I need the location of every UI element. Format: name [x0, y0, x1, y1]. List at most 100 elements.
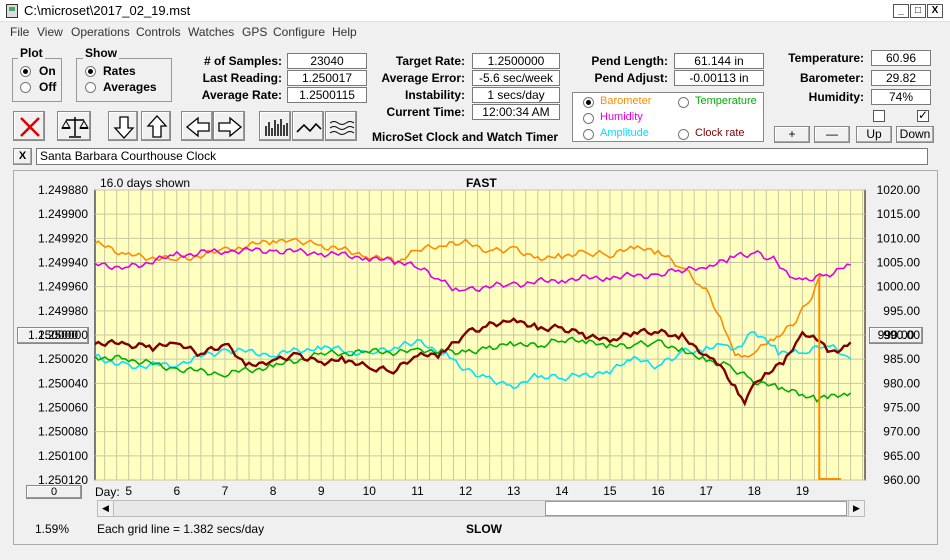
menu-controls[interactable]: Controls	[136, 25, 181, 39]
menu-view[interactable]: View	[37, 25, 63, 39]
left-tick-label: 1.250100	[38, 449, 88, 463]
right-tick-label: 980.00	[883, 376, 920, 390]
title-bar: C:\microset\2017_02_19.mst _ □ X	[0, 0, 950, 22]
x-tick-label: 8	[270, 484, 277, 498]
percent-label: 1.59%	[35, 522, 70, 536]
show-group	[76, 58, 172, 102]
show-averages-label: Averages	[103, 80, 157, 94]
clock-name-input[interactable]: Santa Barbara Courthouse Clock	[36, 148, 928, 165]
line-plot-icon	[296, 122, 322, 133]
balance-button[interactable]	[57, 111, 91, 141]
show-averages-radio[interactable]	[85, 82, 96, 93]
plot-on-label: On	[39, 64, 56, 78]
x-tick-label: 19	[796, 484, 810, 498]
series-clock-rate-radio[interactable]	[678, 129, 689, 140]
x-tick-label: 15	[603, 484, 617, 498]
series-line-barometer	[95, 237, 823, 358]
series-humidity-radio[interactable]	[583, 113, 594, 124]
average-rate-field: 1.2500115	[287, 87, 367, 103]
samples-label: # of Samples:	[203, 54, 282, 68]
series-amplitude-label: Amplitude	[600, 127, 649, 139]
left-tick-label: 1.249880	[38, 183, 88, 197]
temperature-label: Temperature:	[788, 51, 864, 65]
day-label: Day:	[95, 485, 120, 499]
left-tick-label: 1.249900	[38, 207, 88, 221]
line-plot-button[interactable]	[292, 111, 324, 141]
menu-file[interactable]: File	[10, 25, 30, 39]
wave-plot-icon	[329, 121, 355, 135]
series-amplitude-radio[interactable]	[583, 129, 594, 140]
series-barometer-radio[interactable]	[583, 97, 594, 108]
menu-help[interactable]: Help	[332, 25, 357, 39]
menu-watches[interactable]: Watches	[188, 25, 235, 39]
clear-clock-button[interactable]: X	[13, 148, 32, 165]
right-tick-label: 975.00	[883, 401, 920, 415]
maximize-button[interactable]: □	[910, 4, 926, 18]
arrow-down-icon	[113, 116, 135, 139]
balance-scale-icon	[61, 117, 89, 138]
close-window-button[interactable]: X	[927, 4, 943, 18]
scroll-right-icon[interactable]: ▶	[848, 500, 865, 517]
series-line-temperature	[95, 336, 852, 403]
menu-configure[interactable]: Configure	[273, 25, 326, 39]
current-time-field: 12:00:34 AM	[472, 104, 560, 120]
pend-length-label: Pend Length:	[591, 54, 668, 68]
left-tick-label: 1.249940	[38, 256, 88, 270]
option-checkbox-2[interactable]	[917, 108, 929, 122]
minimize-button[interactable]: _	[893, 4, 909, 18]
arrow-left-icon	[185, 116, 210, 138]
right-tick-label: 1005.00	[877, 256, 921, 270]
menu-operations[interactable]: Operations	[71, 25, 130, 39]
scroll-thumb[interactable]	[545, 501, 847, 516]
right-tick-label: 965.00	[883, 449, 920, 463]
arrow-right-button[interactable]	[213, 111, 245, 141]
arrow-left-button[interactable]	[181, 111, 213, 141]
series-line-humidity	[95, 246, 851, 293]
humidity-field: 74%	[871, 89, 931, 105]
plot-off-radio[interactable]	[20, 82, 31, 93]
series-humidity-label: Humidity	[600, 111, 643, 123]
x-tick-label: 10	[363, 484, 377, 498]
show-rates-radio[interactable]	[85, 66, 96, 77]
plus-button[interactable]: +	[774, 126, 810, 143]
histogram-button[interactable]	[259, 111, 291, 141]
temperature-field: 60.96	[871, 50, 931, 66]
option-checkbox-1[interactable]	[873, 110, 885, 122]
x-tick-label: 11	[411, 484, 424, 498]
up-button[interactable]: Up	[856, 126, 892, 143]
app-icon	[6, 4, 18, 18]
left-tick-label: 1.249960	[38, 280, 88, 294]
left-axis-center-button[interactable]: 1.250000	[17, 327, 89, 344]
arrow-down-button[interactable]	[108, 111, 138, 141]
right-axis-center-button[interactable]: 990.00	[869, 327, 923, 344]
down-button[interactable]: Down	[896, 126, 934, 143]
barometer-field: 29.82	[871, 70, 931, 86]
instability-field: 1 secs/day	[472, 87, 560, 103]
fast-label: FAST	[466, 176, 497, 190]
menu-gps[interactable]: GPS	[242, 25, 268, 39]
right-tick-label: 995.00	[883, 304, 920, 318]
left-tick-label: 1.250020	[38, 352, 88, 366]
series-temperature-radio[interactable]	[678, 97, 689, 108]
average-rate-label: Average Rate:	[201, 88, 282, 102]
plot-on-radio[interactable]	[20, 66, 31, 77]
right-tick-label: 1000.00	[877, 280, 921, 294]
last-reading-field: 1.250017	[287, 70, 367, 86]
pend-length-field: 61.144 in	[674, 53, 764, 69]
samples-field: 23040	[287, 53, 367, 69]
x-tick-label: 18	[748, 484, 762, 498]
left-axis-zero-button[interactable]: 0	[26, 485, 82, 499]
minus-button[interactable]: —	[814, 126, 850, 143]
wave-plot-button[interactable]	[325, 111, 357, 141]
x-tick-label: 7	[222, 484, 229, 498]
pend-adjust-label: Pend Adjust:	[594, 71, 668, 85]
x-tick-label: 13	[507, 484, 521, 498]
arrow-right-icon	[218, 116, 243, 138]
target-rate-field[interactable]: 1.2500000	[472, 53, 560, 69]
arrow-up-button[interactable]	[141, 111, 171, 141]
stop-button[interactable]	[13, 111, 45, 141]
series-line-clock_rate	[95, 317, 852, 407]
scroll-left-icon[interactable]: ◀	[97, 500, 114, 517]
series-group	[95, 237, 852, 480]
series-selector	[572, 92, 764, 142]
